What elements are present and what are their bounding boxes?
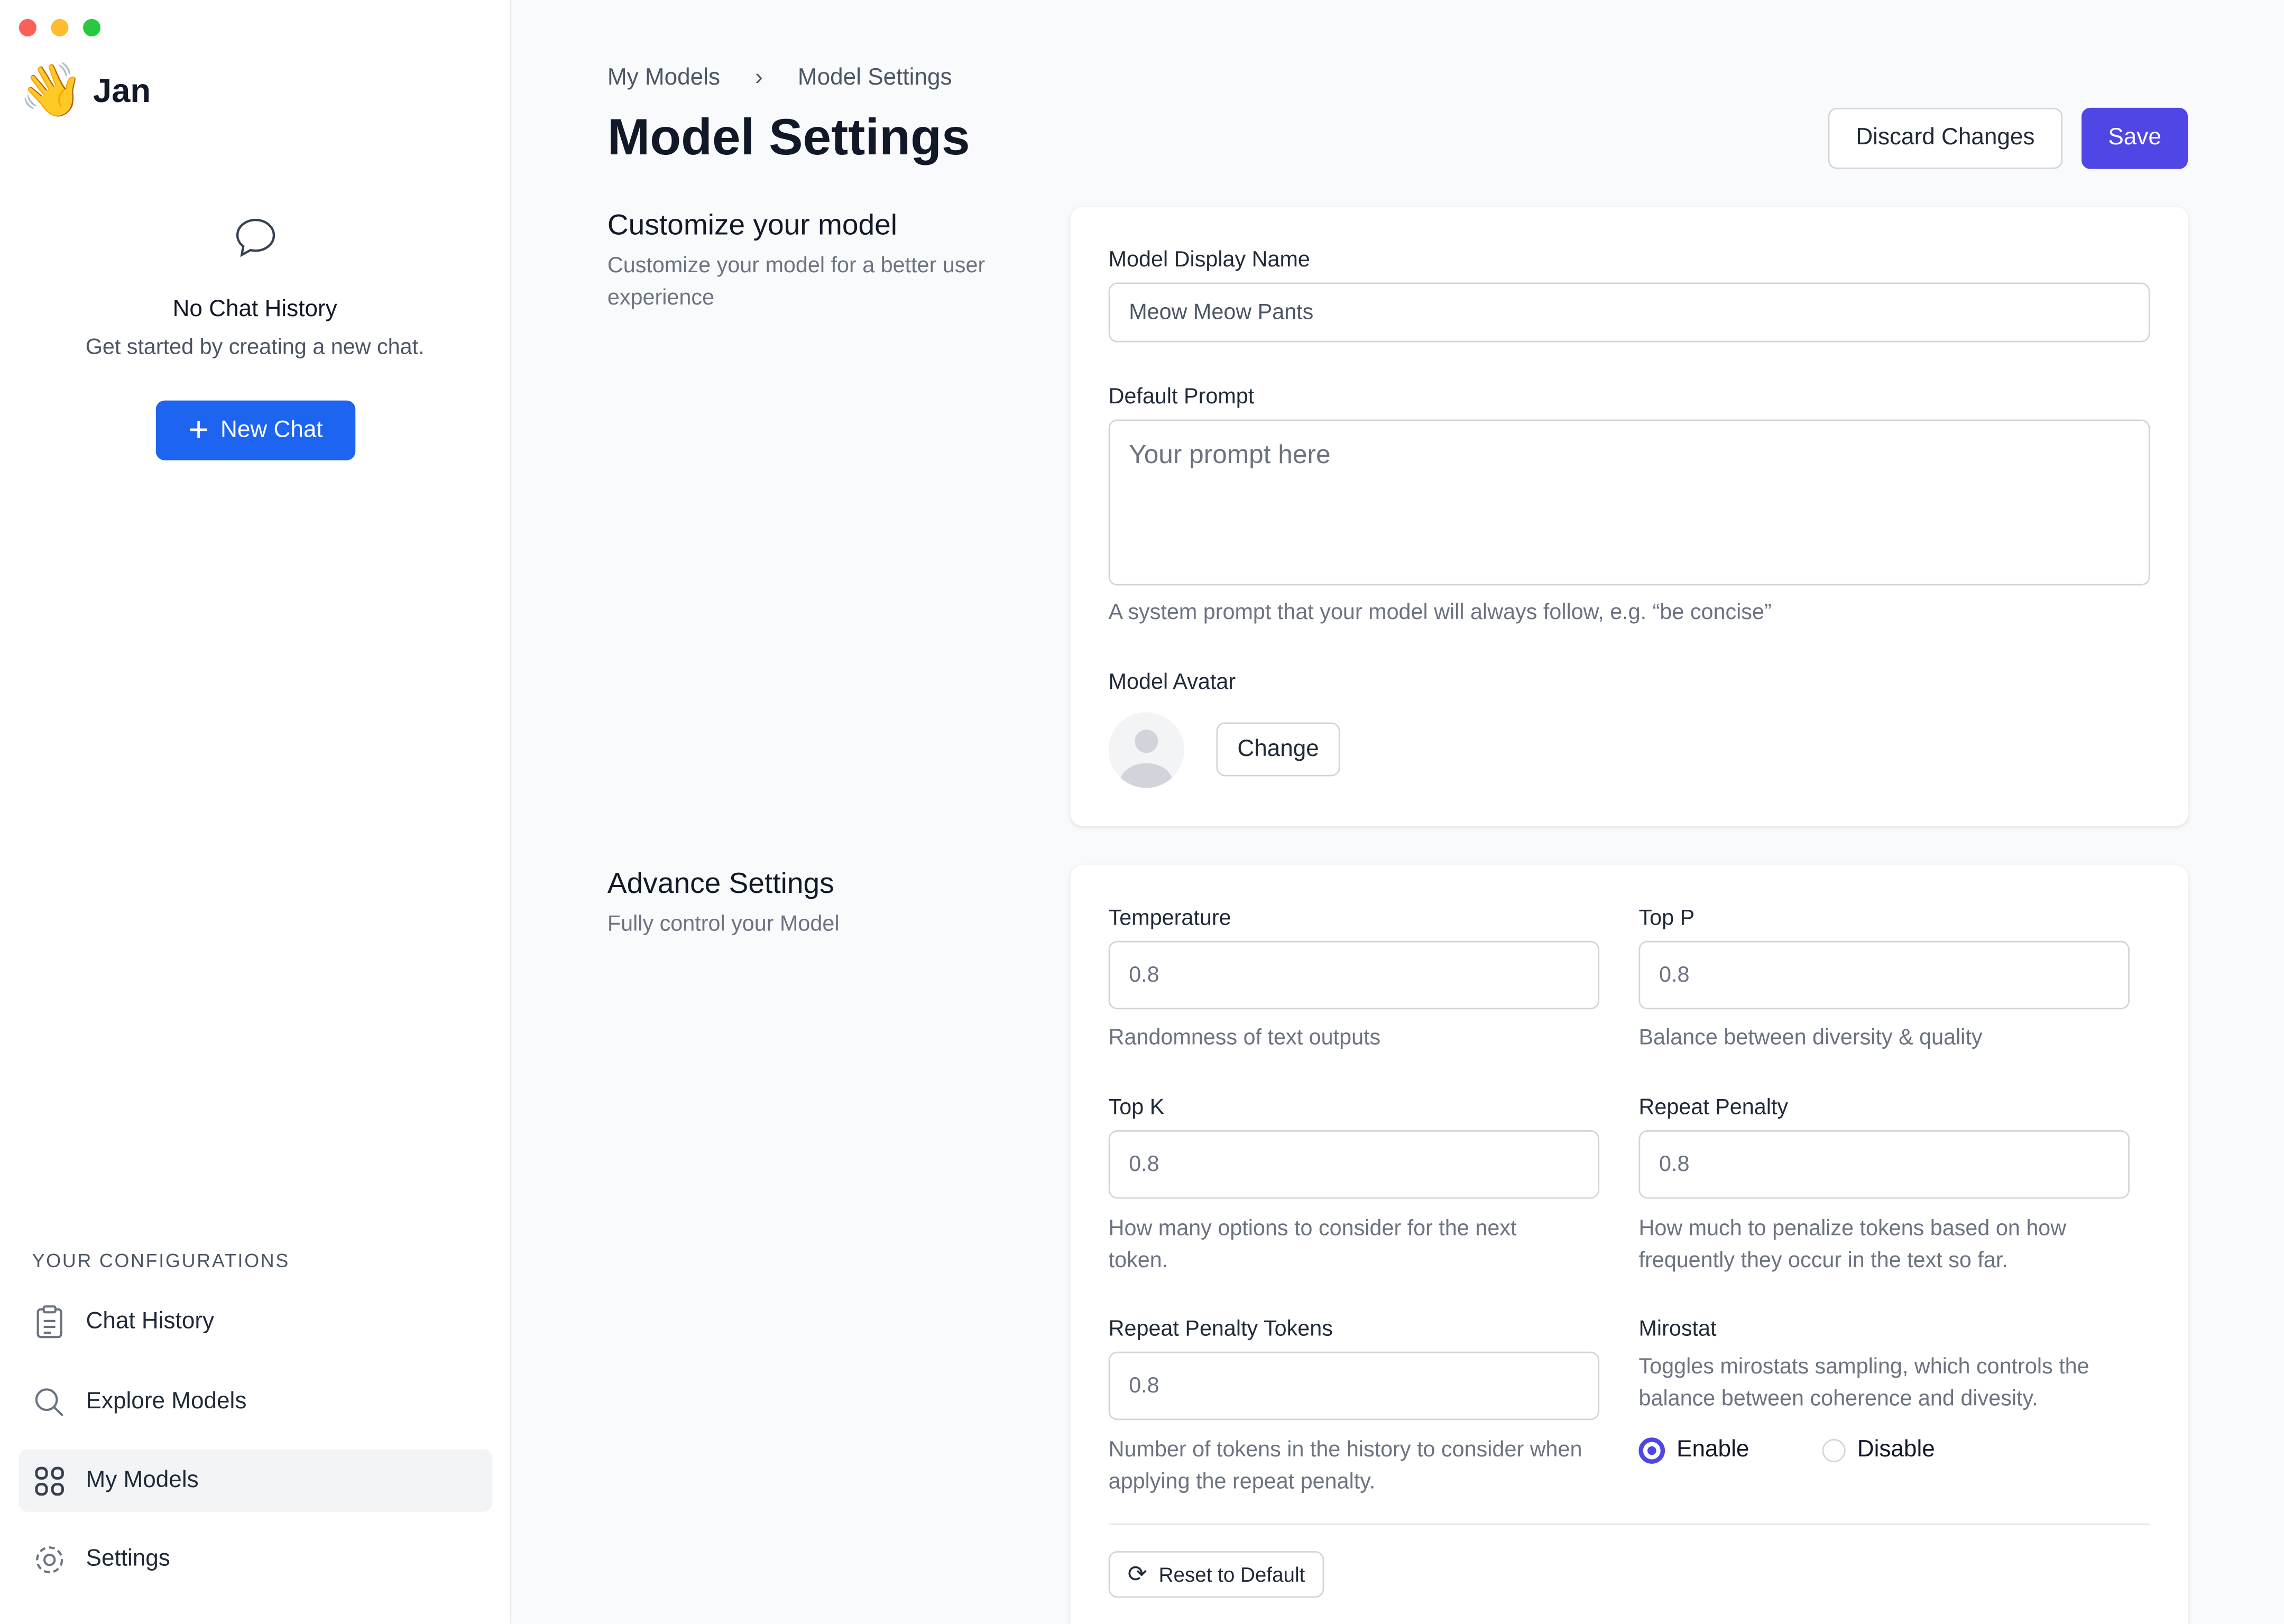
repeat-penalty-label: Repeat Penalty [1638, 1095, 1789, 1120]
configurations-heading: YOUR CONFIGURATIONS [32, 1249, 290, 1272]
breadcrumb-current: Model Settings [797, 65, 952, 90]
sidebar: 👋 Jan No Chat History Get started by crea… [0, 0, 512, 1624]
temperature-label: Temperature [1108, 906, 1231, 931]
page-title: Model Settings [607, 109, 970, 167]
sidebar-item-label: Chat History [86, 1308, 215, 1334]
top-k-label: Top K [1108, 1095, 1165, 1120]
repeat-penalty-input[interactable]: 0.8 [1638, 1130, 2130, 1199]
gear-icon [36, 1545, 63, 1573]
repeat-tokens-input[interactable]: 0.8 [1108, 1351, 1600, 1420]
app-logo: 👋 Jan [19, 59, 151, 119]
advanced-title: Advance Settings [607, 868, 834, 900]
divider [1108, 1523, 2150, 1525]
sidebar-item-label: My Models [86, 1467, 199, 1492]
sidebar-item-settings[interactable]: Settings [19, 1528, 492, 1590]
change-avatar-button[interactable]: Change [1216, 722, 1340, 777]
prompt-hint: A system prompt that your model will alw… [1108, 600, 1772, 625]
sidebar-item-explore-models[interactable]: Explore Models [19, 1371, 492, 1433]
grid-icon [35, 1466, 64, 1495]
top-p-input[interactable]: 0.8 [1638, 940, 2130, 1010]
empty-title: No Chat History [172, 297, 337, 322]
clipboard-icon [36, 1304, 62, 1337]
customize-title: Customize your model [607, 209, 898, 242]
repeat-penalty-hint: How much to penalize tokens based on how… [1638, 1216, 2067, 1273]
close-window-button[interactable] [19, 19, 36, 36]
mirostat-enable-radio[interactable]: Enable [1638, 1437, 1749, 1464]
plus-icon: + [188, 410, 209, 449]
repeat-tokens-hint: Number of tokens in the history to consi… [1108, 1437, 1582, 1494]
refresh-icon: ⟳ [1127, 1563, 1147, 1588]
main-content: My Models › Model Settings Model Settings … [511, 0, 2284, 1624]
radio-selected-icon [1638, 1437, 1665, 1464]
save-button[interactable]: Save [2082, 107, 2188, 169]
discard-changes-button[interactable]: Discard Changes [1828, 107, 2063, 169]
advanced-subtitle: Fully control your Model [607, 911, 840, 937]
chevron-right-icon: › [755, 65, 763, 90]
display-name-label: Model Display Name [1108, 247, 1310, 273]
maximize-window-button[interactable] [83, 19, 101, 36]
minimize-window-button[interactable] [51, 19, 69, 36]
prompt-label: Default Prompt [1108, 384, 1255, 410]
avatar-label: Model Avatar [1108, 670, 1236, 695]
top-k-hint: How many options to consider for the nex… [1108, 1216, 1517, 1273]
customize-card: Model Display Name Meow Meow Pants Defau… [1070, 207, 2188, 826]
temperature-input[interactable]: 0.8 [1108, 940, 1600, 1010]
display-name-input[interactable]: Meow Meow Pants [1108, 282, 2150, 343]
mirostat-disable-radio[interactable]: Disable [1822, 1437, 1935, 1464]
new-chat-label: New Chat [220, 417, 323, 442]
prompt-textarea[interactable]: Your prompt here [1108, 419, 2150, 586]
search-icon [35, 1387, 63, 1416]
wave-icon: 👋 [19, 59, 85, 119]
sidebar-item-chat-history[interactable]: Chat History [19, 1290, 492, 1353]
sidebar-item-label: Settings [86, 1546, 170, 1571]
sidebar-item-label: Explore Models [86, 1388, 247, 1414]
breadcrumb-my-models[interactable]: My Models [607, 65, 721, 90]
app-name: Jan [93, 70, 151, 109]
radio-unselected-icon [1822, 1439, 1846, 1463]
mirostat-label: Mirostat [1638, 1316, 1717, 1342]
top-p-hint: Balance between diversity & quality [1638, 1025, 1983, 1050]
chat-bubble-icon [236, 218, 275, 257]
repeat-tokens-label: Repeat Penalty Tokens [1108, 1316, 1333, 1342]
sidebar-item-my-models[interactable]: My Models [19, 1449, 493, 1512]
reset-label: Reset to Default [1158, 1563, 1305, 1586]
avatar-placeholder-icon [1108, 712, 1184, 788]
breadcrumb: My Models › Model Settings [607, 66, 952, 92]
advanced-card: Temperature 0.8 Randomness of text outpu… [1070, 865, 2188, 1624]
enable-label: Enable [1677, 1437, 1749, 1463]
reset-to-default-button[interactable]: ⟳ Reset to Default [1108, 1551, 1324, 1598]
mirostat-hint: Toggles mirostats sampling, which contro… [1638, 1354, 2089, 1411]
new-chat-button[interactable]: + New Chat [155, 400, 356, 460]
top-k-input[interactable]: 0.8 [1108, 1130, 1600, 1199]
temperature-hint: Randomness of text outputs [1108, 1025, 1381, 1050]
customize-subtitle: Customize your model for a better user e… [607, 253, 986, 310]
empty-subtitle: Get started by creating a new chat. [85, 335, 425, 360]
top-p-label: Top P [1638, 906, 1695, 931]
disable-label: Disable [1857, 1437, 1935, 1463]
